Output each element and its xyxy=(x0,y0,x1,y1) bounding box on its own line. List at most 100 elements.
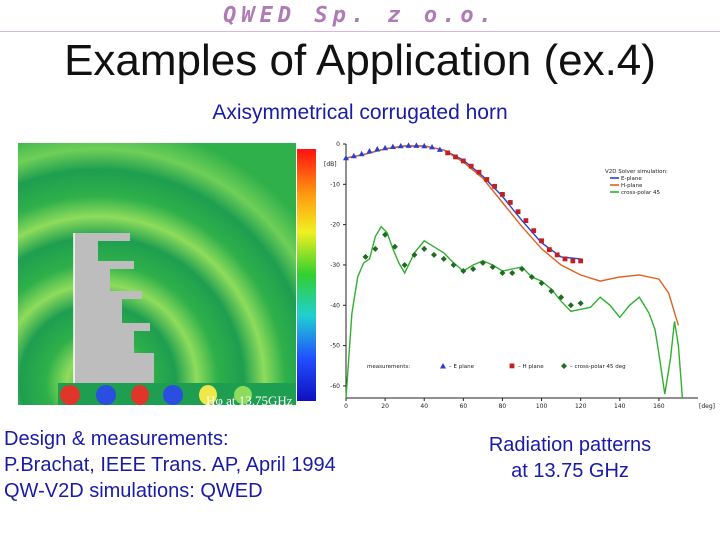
e-plane-measurement-point xyxy=(436,146,443,152)
h-plane-measurement-point xyxy=(546,247,552,253)
cross-polar-measurement-point xyxy=(362,253,369,260)
y-tick-label: -60 xyxy=(330,383,340,390)
e-plane-measurement-point xyxy=(413,142,420,148)
e-plane-measurement-point xyxy=(429,144,436,150)
caption-right-line: Radiation patterns xyxy=(488,434,652,456)
h-plane-measurement-point xyxy=(570,258,576,264)
caption-left-line: QW-V2D simulations: QWED xyxy=(4,480,263,502)
legend-top-entry: E-plane xyxy=(621,176,642,182)
cross-polar-measurement-point xyxy=(382,231,389,238)
horn-corrugation-1 xyxy=(74,233,130,241)
h-plane-measurement-point xyxy=(500,191,505,197)
cross-polar-measurement-point xyxy=(479,259,486,266)
cross-polar-measurement-point xyxy=(489,263,496,270)
h-plane-measurement-point xyxy=(562,256,568,262)
e-plane-measurement-point xyxy=(397,142,404,149)
y-tick-label: -20 xyxy=(330,222,340,229)
field-simulation-image: Hφ at 13.75GHz xyxy=(18,143,316,408)
cross-polar-measurement-point xyxy=(460,268,467,274)
design-credits-caption: Design & measurements: P.Brachat, IEEE T… xyxy=(4,426,424,504)
caption-right-line: at 13.75 GHz xyxy=(511,460,629,482)
h-plane-measurement-point xyxy=(468,163,474,169)
page-title: Examples of Application (ex.4) xyxy=(64,36,656,85)
h-plane-measurement-point xyxy=(523,218,529,224)
x-axis-label: [deg] xyxy=(699,403,715,410)
y-tick-label: -30 xyxy=(330,262,340,269)
x-tick-label: 0 xyxy=(344,403,348,410)
field-wave-pattern xyxy=(18,143,296,405)
cross-polar-measurement-point xyxy=(519,265,525,272)
cross-polar-measurement-point xyxy=(528,274,535,281)
x-tick-label: 100 xyxy=(536,403,548,410)
y-tick-label: -10 xyxy=(330,181,340,188)
x-tick-label: 160 xyxy=(653,403,665,410)
x-tick-label: 80 xyxy=(499,403,507,410)
legend-bottom-swatch xyxy=(561,363,567,369)
x-tick-label: 120 xyxy=(575,403,587,410)
color-scale-bar xyxy=(297,149,316,401)
radiation-pattern-chart: 0 -10 -20 -30 -40 -50 -60 0 20 40 60 80 100 120 140 160… xyxy=(320,136,720,412)
e-plane-measurement-point xyxy=(350,152,357,159)
legend-top-entry: cross-polar 45 xyxy=(621,190,661,196)
x-tick-label: 20 xyxy=(381,403,389,410)
legend-bottom-swatch xyxy=(509,363,515,369)
y-tick-label: -50 xyxy=(330,343,340,350)
caption-left-line: Design & measurements: xyxy=(4,428,229,450)
h-plane-measurement-point xyxy=(484,177,490,182)
radiation-patterns-caption: Radiation patterns at 13.75 GHz xyxy=(455,432,685,484)
e-plane-measurement-point xyxy=(421,142,428,149)
y-tick-label: 0 xyxy=(336,141,340,148)
series-line-h-plane xyxy=(345,145,680,326)
h-plane-measurement-point xyxy=(476,169,482,175)
cross-polar-measurement-point xyxy=(372,245,379,252)
cross-polar-measurement-point xyxy=(431,251,437,258)
cross-polar-measurement-point xyxy=(470,265,477,272)
e-plane-measurement-point xyxy=(389,143,396,150)
radiation-pattern-svg: 0 -10 -20 -30 -40 -50 -60 0 20 40 60 80 100 120 140 160… xyxy=(324,141,715,410)
e-plane-measurement-point xyxy=(358,150,365,157)
cross-polar-measurement-point xyxy=(548,288,555,295)
e-plane-measurement-point xyxy=(343,154,349,161)
h-plane-measurement-point xyxy=(554,252,560,258)
caption-left-line: P.Brachat, IEEE Trans. AP, April 1994 xyxy=(4,454,336,476)
cross-polar-measurement-point xyxy=(567,302,574,309)
cross-polar-measurement-point xyxy=(577,300,584,307)
page-subtitle: Axisymmetrical corrugated horn xyxy=(212,101,508,124)
e-plane-measurement-point xyxy=(374,146,381,152)
e-plane-measurement-point xyxy=(366,148,373,154)
h-plane-measurement-point xyxy=(445,150,451,156)
legend-bottom-entry: – cross-polar 45 deg xyxy=(570,364,626,370)
horn-corrugation-4 xyxy=(74,323,150,331)
legend-top-title: V2D Solver simulation: xyxy=(605,169,668,175)
x-tick-label: 60 xyxy=(460,403,468,410)
cross-polar-measurement-point xyxy=(401,261,408,268)
horn-corrugation-3 xyxy=(74,291,142,299)
e-plane-measurement-point xyxy=(405,142,412,148)
cross-polar-measurement-point xyxy=(499,270,506,277)
x-tick-label: 140 xyxy=(614,403,626,410)
y-axis-label: [dB] xyxy=(324,161,337,168)
h-plane-measurement-point xyxy=(492,183,498,189)
legend-bottom-title: measurements: xyxy=(367,364,410,370)
h-plane-measurement-point xyxy=(460,158,466,164)
h-plane-measurement-point xyxy=(531,228,537,234)
h-plane-measurement-point xyxy=(515,209,521,215)
header-divider xyxy=(0,31,720,32)
e-plane-measurement-point xyxy=(382,144,389,151)
cross-polar-measurement-point xyxy=(440,255,447,262)
cross-polar-measurement-point xyxy=(391,243,398,250)
x-tick-label: 40 xyxy=(420,403,428,410)
cross-polar-measurement-point xyxy=(509,270,516,277)
field-simulation-canvas xyxy=(18,143,316,405)
cross-polar-measurement-point xyxy=(450,261,457,268)
cross-polar-measurement-point xyxy=(421,245,428,252)
series-line-cross-polar-45 xyxy=(345,225,684,399)
field-plot-label: Hφ at 13.75GHz xyxy=(206,393,293,408)
cross-polar-measurement-point xyxy=(558,294,565,301)
legend-bottom-entry: – H plane xyxy=(518,364,544,370)
brand-logo-text: QWED Sp. z o.o. xyxy=(223,3,497,28)
horn-corrugation-2 xyxy=(74,261,134,269)
horn-throat xyxy=(74,353,154,383)
legend-bottom-entry: – E plane xyxy=(449,364,475,370)
h-plane-measurement-point xyxy=(453,154,458,160)
